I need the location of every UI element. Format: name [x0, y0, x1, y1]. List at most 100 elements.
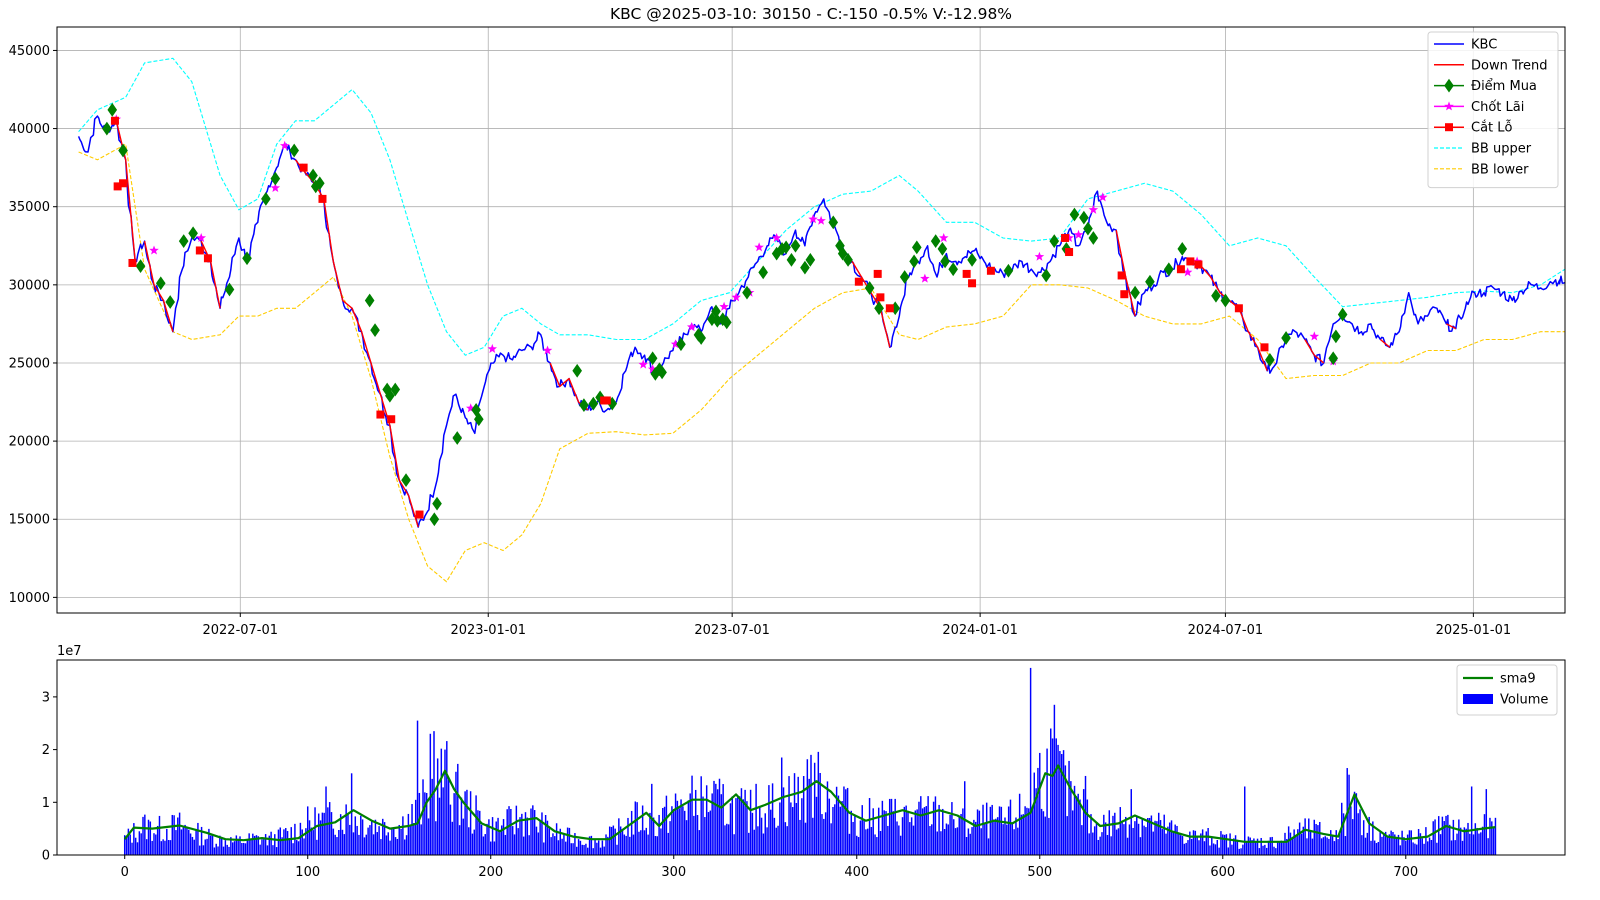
volume-bar — [1319, 821, 1321, 855]
volume-bar — [819, 773, 821, 855]
volume-bar — [791, 807, 794, 855]
volume-bar — [365, 834, 368, 855]
volume-bar — [407, 813, 410, 855]
volume-bar — [1419, 833, 1422, 855]
volume-bar — [1399, 845, 1402, 855]
y-tick-label: 0 — [42, 849, 50, 864]
volume-bar — [156, 825, 159, 855]
volume-bar — [1070, 781, 1072, 855]
volume-bar — [1293, 829, 1295, 855]
volume-bar — [405, 835, 408, 855]
volume-bar — [885, 811, 887, 855]
volume-bar — [1302, 826, 1305, 855]
volume-bar — [241, 843, 243, 855]
volume-bar — [1200, 833, 1202, 855]
buy-point-marker — [188, 226, 198, 241]
volume-bar — [960, 813, 962, 855]
volume-bar — [1176, 825, 1178, 855]
volume-bar — [473, 829, 475, 855]
volume-bar — [1469, 833, 1471, 855]
buy-point-marker — [385, 388, 395, 403]
bb-upper-line — [78, 57, 1565, 356]
volume-bar — [1247, 836, 1250, 855]
volume-bar — [140, 833, 142, 855]
volume-bar — [427, 818, 430, 855]
volume-bar — [1491, 821, 1493, 855]
volume-bar — [632, 834, 635, 855]
volume-bar — [409, 825, 411, 855]
legend-marker — [1444, 78, 1454, 93]
volume-bar — [563, 834, 565, 855]
volume-bar — [544, 815, 547, 855]
volume-bar — [1448, 824, 1451, 855]
volume-bar — [557, 840, 560, 855]
y-tick-label: 40000 — [9, 122, 50, 137]
volume-bar — [877, 807, 880, 855]
stop-loss-marker — [1234, 304, 1243, 313]
volume-bar — [1439, 834, 1442, 855]
volume-bar — [131, 842, 133, 855]
volume-bar — [956, 827, 959, 855]
volume-bar — [566, 827, 569, 855]
volume-bar — [652, 817, 655, 855]
volume-bar — [169, 840, 172, 855]
volume-bar — [371, 821, 373, 855]
volume-bar — [339, 814, 342, 855]
volume-bar — [475, 795, 477, 855]
volume-bar — [1064, 765, 1067, 855]
volume-bar — [422, 779, 424, 855]
volume-bar — [685, 820, 688, 855]
volume-bar — [702, 796, 704, 855]
volume-bar — [184, 824, 186, 855]
volume-bar — [608, 826, 611, 855]
take-profit-marker — [719, 301, 729, 311]
volume-bar — [777, 825, 779, 855]
volume-bar — [605, 834, 607, 855]
volume-bar — [1295, 835, 1297, 855]
volume-bar — [460, 797, 463, 855]
volume-bar — [1306, 838, 1308, 855]
volume-bar — [766, 827, 768, 855]
volume-bar — [398, 824, 400, 855]
stop-loss-marker — [885, 304, 894, 313]
volume-bar — [881, 800, 884, 855]
volume-bar — [870, 827, 873, 855]
volume-bar — [927, 796, 929, 855]
volume-bar — [219, 835, 221, 855]
volume-bar — [823, 818, 825, 855]
volume-bar — [905, 805, 907, 855]
volume-bar — [1494, 817, 1497, 855]
volume-bar — [1057, 744, 1059, 855]
volume-bar — [490, 841, 492, 855]
volume-bar — [903, 806, 906, 855]
volume-bar — [1183, 843, 1186, 855]
volume-bar — [718, 778, 721, 855]
volume-bar — [898, 825, 900, 855]
volume-bar — [1383, 833, 1385, 855]
volume-bar — [1465, 828, 1467, 855]
volume-bar — [1425, 827, 1427, 855]
buy-point-marker — [289, 143, 299, 158]
buy-point-marker — [1130, 285, 1140, 300]
x-tick-label: 2025-01-01 — [1436, 623, 1512, 638]
volume-bar — [1126, 837, 1129, 855]
volume-bar — [413, 823, 415, 855]
volume-bar — [852, 821, 854, 855]
volume-bar — [180, 829, 183, 855]
legend-label: Chốt Lãi — [1471, 100, 1524, 115]
stop-loss-marker — [299, 163, 308, 172]
volume-bar — [177, 817, 179, 855]
volume-bar — [1364, 837, 1367, 855]
buy-point-marker — [155, 276, 166, 291]
volume-bar — [643, 830, 646, 855]
volume-bar — [1196, 837, 1198, 855]
volume-bar — [945, 823, 948, 855]
volume-bar — [630, 810, 633, 855]
buy-point-marker — [165, 295, 176, 309]
volume-bar — [1201, 829, 1204, 855]
volume-bar — [985, 802, 988, 855]
volume-bar — [363, 837, 366, 855]
volume-bar — [693, 815, 695, 855]
volume-bar — [1304, 818, 1306, 855]
volume-bar — [142, 816, 144, 855]
